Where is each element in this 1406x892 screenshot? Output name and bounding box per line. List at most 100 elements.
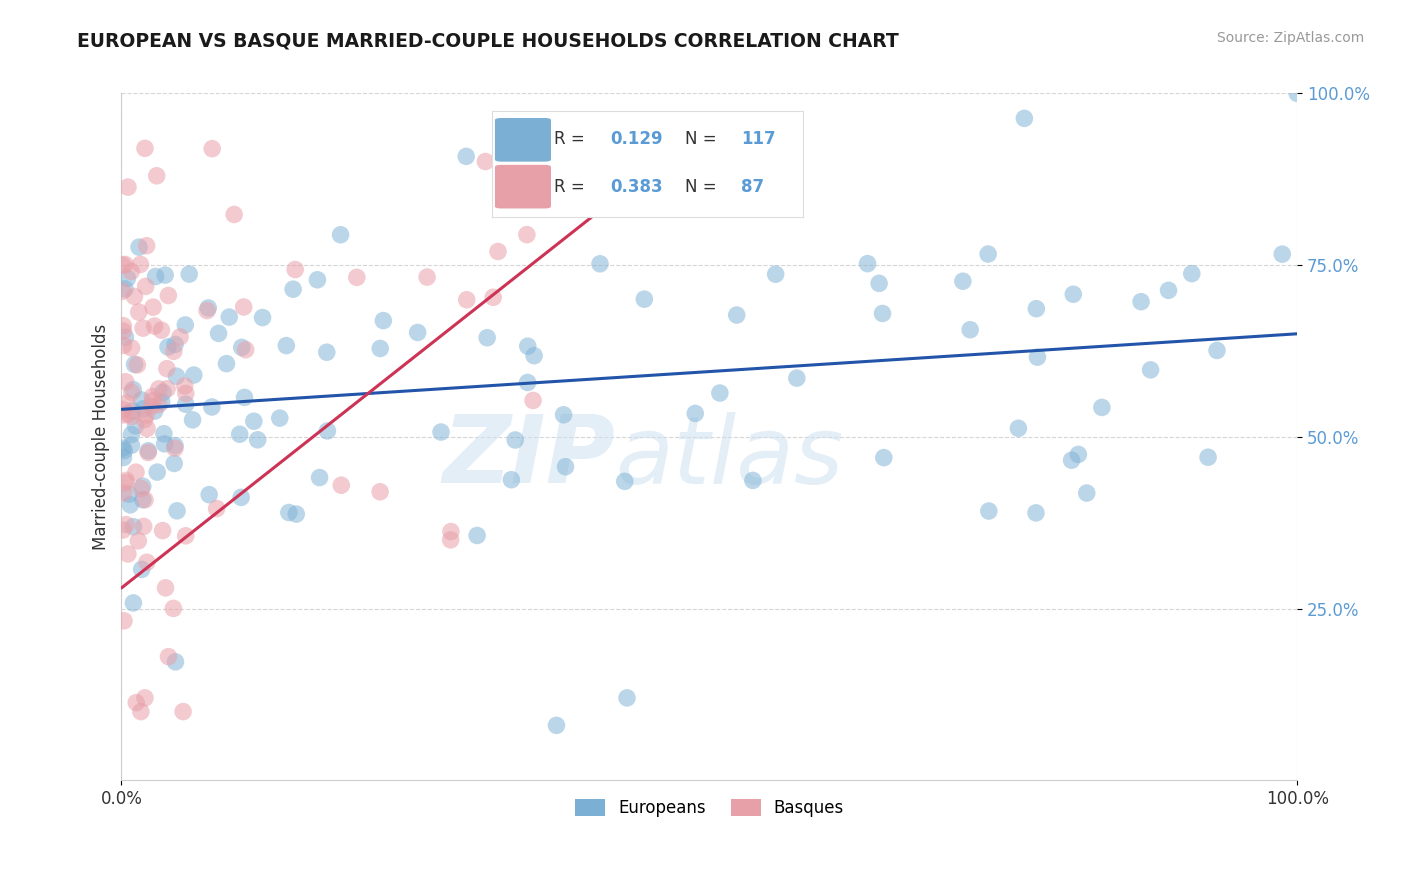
- Point: [959, 323, 981, 337]
- Point: [456, 293, 478, 307]
- Text: Source: ZipAtlas.com: Source: ZipAtlas.com: [1216, 31, 1364, 45]
- Point: [112, 408, 135, 422]
- Point: [121, 404, 143, 418]
- Point: [121, 385, 143, 400]
- Point: [633, 292, 655, 306]
- Point: [150, 394, 173, 409]
- Point: [145, 169, 167, 183]
- Point: [112, 486, 135, 500]
- Point: [368, 342, 391, 356]
- Point: [523, 349, 546, 363]
- Point: [111, 402, 134, 417]
- Point: [765, 267, 787, 281]
- Point: [316, 424, 339, 438]
- Y-axis label: Married-couple Households: Married-couple Households: [93, 324, 110, 550]
- Point: [117, 547, 139, 561]
- Point: [135, 238, 157, 252]
- Point: [868, 277, 890, 291]
- Point: [416, 270, 439, 285]
- Point: [115, 517, 138, 532]
- Point: [141, 390, 163, 404]
- Point: [1271, 247, 1294, 261]
- Point: [112, 318, 135, 333]
- Point: [152, 524, 174, 538]
- Point: [873, 450, 896, 465]
- Point: [120, 264, 142, 278]
- Point: [246, 433, 269, 447]
- Point: [134, 492, 156, 507]
- Point: [146, 465, 169, 479]
- Point: [1060, 453, 1083, 467]
- Point: [173, 379, 195, 393]
- Point: [112, 614, 135, 628]
- Point: [977, 247, 1000, 261]
- Point: [1025, 506, 1047, 520]
- Point: [543, 161, 565, 175]
- Point: [486, 244, 509, 259]
- Point: [430, 425, 453, 439]
- Point: [201, 400, 224, 414]
- Point: [115, 396, 138, 410]
- Point: [218, 310, 240, 324]
- Point: [148, 398, 170, 412]
- Point: [725, 308, 748, 322]
- Point: [112, 338, 135, 352]
- Point: [114, 375, 136, 389]
- Point: [1286, 87, 1309, 101]
- Point: [114, 282, 136, 296]
- Point: [475, 331, 498, 345]
- Point: [118, 487, 141, 501]
- Point: [162, 601, 184, 615]
- Point: [145, 269, 167, 284]
- Point: [150, 323, 173, 337]
- Point: [134, 141, 156, 155]
- Point: [131, 392, 153, 407]
- Point: [1067, 447, 1090, 461]
- Point: [281, 282, 304, 296]
- Point: [522, 393, 544, 408]
- Point: [252, 310, 274, 325]
- Point: [181, 413, 204, 427]
- Legend: Europeans, Basques: Europeans, Basques: [568, 792, 851, 823]
- Point: [1206, 343, 1229, 358]
- Point: [114, 475, 136, 490]
- Point: [121, 341, 143, 355]
- Point: [153, 437, 176, 451]
- Point: [112, 523, 135, 537]
- Point: [143, 319, 166, 334]
- Point: [231, 340, 253, 354]
- Point: [127, 358, 149, 372]
- Point: [135, 279, 157, 293]
- Point: [135, 555, 157, 569]
- Point: [132, 519, 155, 533]
- Point: [163, 439, 186, 453]
- Point: [132, 492, 155, 507]
- Point: [129, 705, 152, 719]
- Point: [1007, 421, 1029, 435]
- Point: [373, 313, 395, 327]
- Point: [125, 465, 148, 479]
- Point: [1062, 287, 1084, 301]
- Point: [554, 459, 576, 474]
- Point: [125, 696, 148, 710]
- Point: [368, 484, 391, 499]
- Point: [112, 443, 135, 458]
- Point: [114, 330, 136, 344]
- Point: [120, 427, 142, 442]
- Point: [205, 501, 228, 516]
- Point: [132, 479, 155, 493]
- Point: [786, 371, 808, 385]
- Point: [228, 427, 250, 442]
- Text: ZIP: ZIP: [443, 411, 616, 503]
- Point: [165, 369, 187, 384]
- Point: [174, 397, 197, 411]
- Point: [120, 438, 142, 452]
- Point: [131, 562, 153, 576]
- Point: [124, 358, 146, 372]
- Point: [172, 705, 194, 719]
- Point: [134, 412, 156, 426]
- Point: [207, 326, 229, 341]
- Point: [269, 411, 291, 425]
- Point: [482, 290, 505, 304]
- Point: [122, 596, 145, 610]
